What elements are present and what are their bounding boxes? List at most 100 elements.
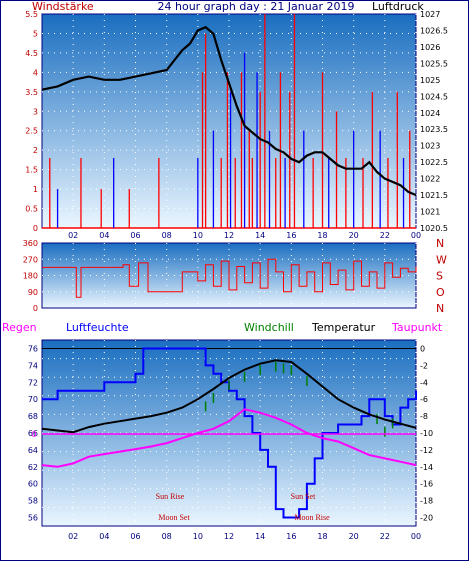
pressure-line bbox=[41, 25, 417, 197]
pressure-y-tick-label: 1021.5 bbox=[420, 191, 448, 200]
wind-y-tick-label: 0 bbox=[33, 224, 38, 233]
temperature-y-tick-label: 0 bbox=[420, 344, 425, 353]
x-tick-label: 16 bbox=[286, 231, 296, 240]
temperature-y-tick-label: -10 bbox=[420, 429, 433, 438]
x-tick-label: 04 bbox=[99, 532, 109, 541]
rain-zero-label: 0 bbox=[31, 430, 36, 439]
sun-rise-label: Sun Rise bbox=[156, 492, 185, 501]
x-tick-label: 10 bbox=[193, 231, 203, 240]
pressure-y-tick-label: 1025.5 bbox=[420, 59, 448, 68]
humidity-y-tick-label: 72 bbox=[28, 378, 38, 387]
pressure-y-tick-label: 1026 bbox=[420, 43, 440, 52]
humidity-y-tick-label: 56 bbox=[28, 514, 38, 523]
x-tick-label: 12 bbox=[224, 231, 234, 240]
x-tick-label: 18 bbox=[317, 231, 327, 240]
sun-set-label: Sun Set bbox=[291, 492, 316, 501]
moon-set-label: Moon Set bbox=[158, 513, 190, 522]
x-tick-label: 20 bbox=[349, 532, 359, 541]
compass-tick-label: N bbox=[436, 302, 444, 315]
humidity-y-tick-label: 76 bbox=[28, 344, 38, 353]
x-tick-label: 04 bbox=[99, 231, 109, 240]
marks-layer bbox=[41, 14, 417, 519]
compass-tick-label: N bbox=[436, 237, 444, 250]
wind-y-tick-label: 4 bbox=[33, 68, 38, 77]
humidity-y-tick-label: 62 bbox=[28, 463, 38, 472]
x-tick-label: 22 bbox=[380, 532, 390, 541]
moon-rise-label: Moon Rise bbox=[294, 513, 330, 522]
legend-rain: Regen bbox=[2, 321, 37, 334]
dewpoint-line bbox=[41, 408, 417, 468]
legend-temperature: Temperatur bbox=[311, 321, 376, 334]
x-tick-label: 06 bbox=[130, 231, 140, 240]
x-tick-label: 10 bbox=[193, 532, 203, 541]
temperature-y-tick-label: -4 bbox=[420, 378, 428, 387]
wind-y-tick-label: 3 bbox=[33, 107, 38, 116]
x-tick-label: 08 bbox=[162, 532, 172, 541]
x-tick-label: 00 bbox=[411, 231, 421, 240]
pressure-y-tick-label: 1022.5 bbox=[420, 158, 448, 167]
temperature-y-tick-label: -18 bbox=[420, 497, 433, 506]
direction-y-tick-label: 270 bbox=[23, 255, 38, 264]
humidity-y-tick-label: 60 bbox=[28, 480, 38, 489]
pressure-y-tick-label: 1026.5 bbox=[420, 26, 448, 35]
humidity-y-tick-label: 66 bbox=[28, 429, 38, 438]
legend-humidity: Luftfeuchte bbox=[66, 321, 129, 334]
temperature-y-tick-label: -2 bbox=[420, 361, 428, 370]
temperature-y-tick-label: -8 bbox=[420, 412, 428, 421]
x-tick-label: 14 bbox=[255, 231, 265, 240]
legend-dewpoint: Taupunkt bbox=[391, 321, 443, 334]
humidity-line bbox=[42, 347, 417, 519]
humidity-y-tick-label: 58 bbox=[28, 497, 38, 506]
wind-y-tick-label: 1.5 bbox=[25, 166, 38, 175]
compass-tick-label: S bbox=[436, 270, 443, 283]
compass-tick-label: O bbox=[436, 286, 445, 299]
pressure-y-tick-label: 1020.5 bbox=[420, 224, 448, 233]
temperature-y-tick-label: -12 bbox=[420, 446, 433, 455]
chart-title: 24 hour graph day : 21 Januar 2019 bbox=[158, 0, 355, 13]
direction-y-tick-label: 360 bbox=[23, 239, 38, 248]
direction-y-tick-label: 90 bbox=[28, 288, 38, 297]
wind-y-tick-label: 0.5 bbox=[25, 205, 38, 214]
x-tick-label: 00 bbox=[411, 532, 421, 541]
pressure-y-tick-label: 1022 bbox=[420, 175, 440, 184]
compass-tick-label: W bbox=[436, 253, 447, 266]
humidity-y-tick-label: 64 bbox=[28, 446, 38, 455]
direction-y-tick-label: 0 bbox=[33, 304, 38, 313]
x-tick-label: 18 bbox=[317, 532, 327, 541]
pressure-y-tick-label: 1027 bbox=[420, 10, 440, 19]
x-tick-label: 14 bbox=[255, 532, 265, 541]
wind-y-tick-label: 2.5 bbox=[25, 127, 38, 136]
wind-y-tick-label: 1 bbox=[33, 185, 38, 194]
x-tick-label: 02 bbox=[68, 532, 78, 541]
wind-y-tick-label: 2 bbox=[33, 146, 38, 155]
temperature-y-tick-label: -16 bbox=[420, 480, 433, 489]
temperature-y-tick-label: -20 bbox=[420, 514, 433, 523]
pressure-y-tick-label: 1021 bbox=[420, 208, 440, 217]
x-tick-label: 02 bbox=[68, 231, 78, 240]
humidity-y-tick-label: 74 bbox=[28, 361, 38, 370]
temperature-y-tick-label: -14 bbox=[420, 463, 433, 472]
x-tick-label: 20 bbox=[349, 231, 359, 240]
temperature-line bbox=[41, 359, 417, 434]
humidity-y-tick-label: 68 bbox=[28, 412, 38, 421]
pressure-y-tick-label: 1024 bbox=[420, 109, 440, 118]
x-tick-label: 16 bbox=[286, 532, 296, 541]
pressure-y-tick-label: 1025 bbox=[420, 76, 440, 85]
pressure-y-tick-label: 1024.5 bbox=[420, 92, 448, 101]
x-tick-label: 12 bbox=[224, 532, 234, 541]
legend-windchill: Windchill bbox=[244, 321, 294, 334]
wind-direction-line bbox=[42, 258, 417, 298]
pressure-y-tick-label: 1023.5 bbox=[420, 125, 448, 134]
x-tick-label: 08 bbox=[162, 231, 172, 240]
x-tick-label: 06 bbox=[130, 532, 140, 541]
pressure-axis-title: Luftdruck bbox=[372, 0, 424, 13]
wind-y-tick-label: 3.5 bbox=[25, 88, 38, 97]
wind-y-tick-label: 5 bbox=[33, 29, 38, 38]
direction-y-tick-label: 180 bbox=[23, 272, 38, 281]
temperature-y-tick-label: -6 bbox=[420, 395, 428, 404]
wind-axis-title: Windstärke bbox=[32, 0, 94, 13]
